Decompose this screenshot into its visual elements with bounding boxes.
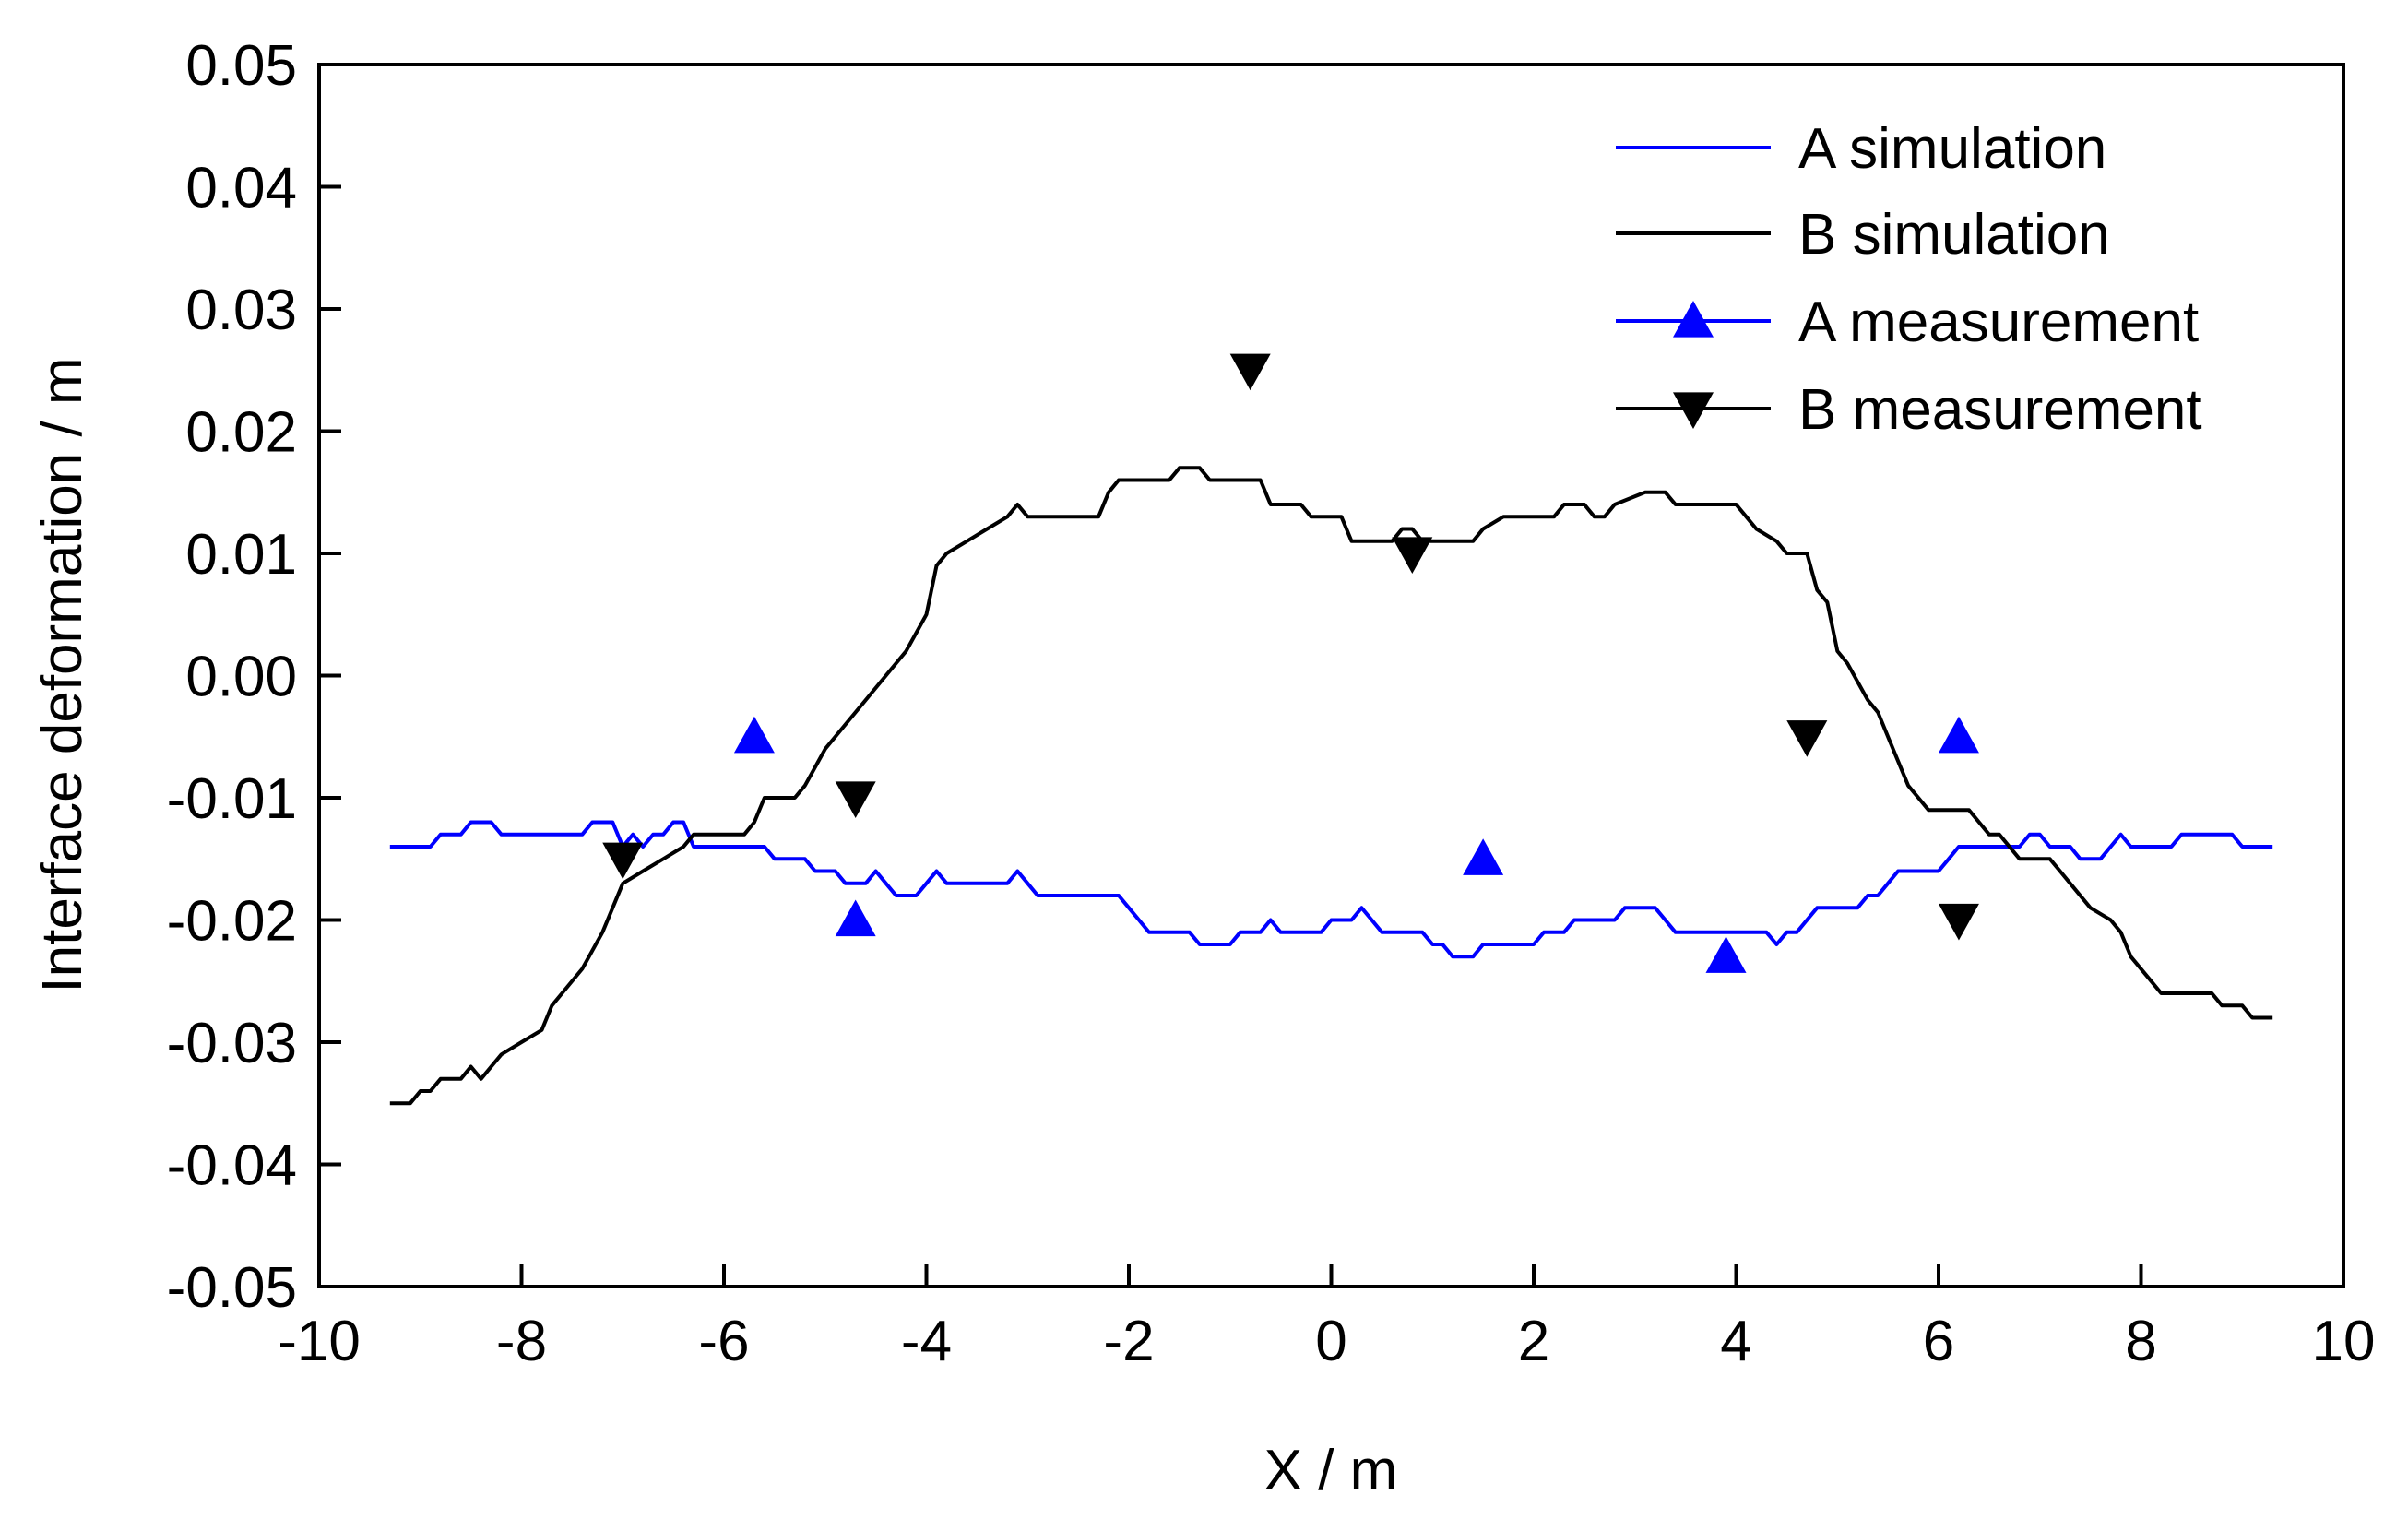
legend-item-a-measurement: A measurement xyxy=(1616,291,2199,354)
b-simulation-line xyxy=(389,466,2273,1106)
ticks-layer: -10 -8 -6 -4 -2 0 2 4 6 8 10 -0.05 -0.04 -0.03 -0.02 -0… xyxy=(167,34,2376,1373)
legend-label: A measurement xyxy=(1798,291,2199,354)
y-tick-label: -0.05 xyxy=(167,1256,297,1320)
y-tick-label: 0.02 xyxy=(185,401,297,465)
x-tick-label: 4 xyxy=(1720,1310,1751,1373)
legend-item-a-simulation: A simulation xyxy=(1616,117,2106,181)
b-measurement-point xyxy=(1392,537,1433,574)
y-tick-label: 0.05 xyxy=(185,34,297,98)
y-tick-label: 0.04 xyxy=(185,157,297,220)
y-tick-label: -0.02 xyxy=(167,890,297,954)
a-measurement-point xyxy=(835,899,876,937)
b-measurement-point xyxy=(1938,903,1979,941)
a-measurement-point xyxy=(1938,716,1979,754)
y-tick-label: -0.03 xyxy=(167,1012,297,1075)
legend-marker-sample xyxy=(1673,301,1714,338)
y-tick-label: 0.01 xyxy=(185,523,297,587)
x-tick-label: 2 xyxy=(1518,1310,1549,1373)
b-measurement-point xyxy=(602,842,644,880)
y-tick-label: 0.03 xyxy=(185,279,297,342)
x-tick-label: -8 xyxy=(496,1310,547,1373)
b-measurement-point xyxy=(1786,720,1828,757)
x-tick-label: -6 xyxy=(698,1310,749,1373)
b-measurement-point xyxy=(1229,353,1271,391)
x-tick-label: -4 xyxy=(901,1310,952,1373)
b-simulation-series xyxy=(389,466,2273,1106)
legend-marker-sample xyxy=(1673,392,1714,429)
y-tick-label: -0.04 xyxy=(167,1134,297,1198)
a-simulation-series xyxy=(389,820,2273,959)
x-tick-label: 0 xyxy=(1315,1310,1346,1373)
b-measurement-series xyxy=(602,353,1979,941)
x-axis-title: X / m xyxy=(1264,1439,1398,1502)
x-tick-label: 8 xyxy=(2125,1310,2156,1373)
y-tick-label: 0.00 xyxy=(185,646,297,709)
legend-label: B simulation xyxy=(1798,203,2110,267)
a-measurement-series xyxy=(733,716,1979,973)
y-axis-title: Interface deformation / m xyxy=(30,357,94,992)
a-measurement-point xyxy=(1463,838,1504,875)
legend: A simulation B simulation A measurement B m… xyxy=(1616,117,2202,442)
x-tick-label: -2 xyxy=(1103,1310,1154,1373)
a-measurement-point xyxy=(1705,936,1747,973)
a-measurement-point xyxy=(733,716,775,754)
legend-label: A simulation xyxy=(1798,117,2106,181)
a-simulation-line xyxy=(389,820,2273,959)
legend-label: B measurement xyxy=(1798,378,2202,442)
legend-item-b-simulation: B simulation xyxy=(1616,203,2110,267)
b-measurement-point xyxy=(835,781,876,818)
x-tick-label: -10 xyxy=(278,1310,361,1373)
series-layer xyxy=(389,353,2273,1106)
x-tick-label: 10 xyxy=(2312,1310,2376,1373)
x-tick-label: 6 xyxy=(1923,1310,1954,1373)
legend-item-b-measurement: B measurement xyxy=(1616,378,2202,442)
y-tick-label: -0.01 xyxy=(167,767,297,831)
